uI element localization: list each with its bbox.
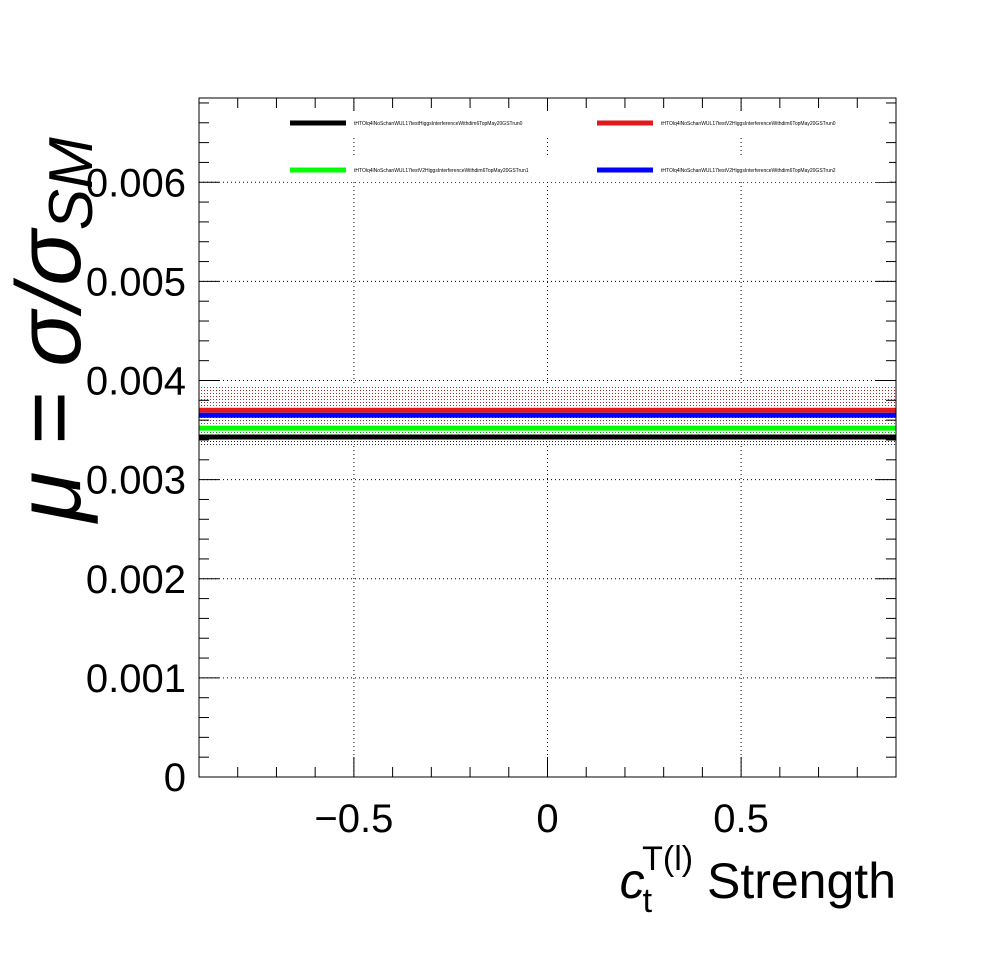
x-axis-title-suffix: Strength (693, 853, 896, 909)
tick-labels: −0.5 0 0.5 0 0.001 0.002 0.003 0.004 0.005 0.006 (86, 161, 769, 841)
y-axis-title-main: μ = σ/σ (0, 227, 100, 524)
y-tick-label: 0.006 (86, 161, 186, 205)
y-tick-label: 0.001 (86, 657, 186, 701)
y-tick-label: 0.004 (86, 360, 186, 404)
y-axis-title-sub: SM (37, 137, 106, 230)
y-axis-title: μ = σ/σSM (0, 137, 106, 524)
legend-label: tHTOlq4lNoSchanWUL17testV2HiggsInterfere… (661, 121, 836, 127)
y-tick-label: 0.005 (86, 260, 186, 304)
legend-label: tHTOlq4lNoSchanWUL17testV2HiggsInterfere… (354, 168, 529, 174)
x-tick-label: 0 (536, 797, 558, 841)
y-tick-label: 0 (164, 756, 186, 800)
series-lines (199, 407, 896, 440)
x-axis-title-sup: T(l) (642, 840, 693, 878)
legend-label: tHTOlq4lNoSchanWUL17testV2HiggsInterfere… (661, 168, 836, 174)
y-tick-label: 0.002 (86, 558, 186, 602)
legend: tHTOlq4lNoSchanWUL17testHiggsInterferenc… (286, 111, 889, 182)
x-axis-title-sub: t (643, 882, 653, 920)
x-axis-title-main: c (620, 853, 645, 909)
axis-ticks (199, 98, 896, 778)
legend-label: tHTOlq4lNoSchanWUL17testHiggsInterferenc… (354, 121, 523, 127)
x-tick-label: 0.5 (713, 797, 769, 841)
grid-lines (199, 98, 896, 777)
y-tick-label: 0.003 (86, 459, 186, 503)
x-tick-label: −0.5 (314, 797, 393, 841)
x-axis-title: ct T(l) Strength (620, 840, 896, 920)
